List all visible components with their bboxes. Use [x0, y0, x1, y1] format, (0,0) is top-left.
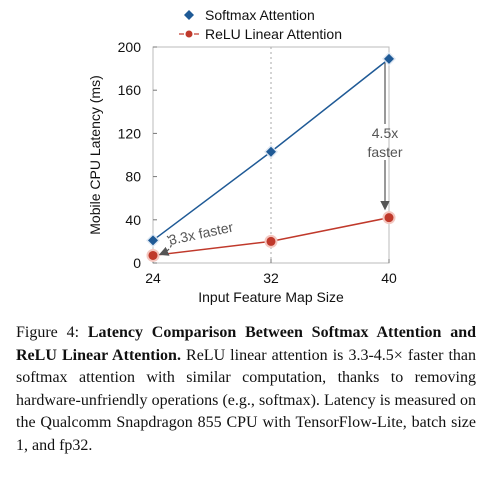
- annotation-3-3x: 3.3x faster: [158, 219, 235, 256]
- point-relu-40: [384, 213, 394, 223]
- x-axis-label: Input Feature Map Size: [198, 289, 344, 305]
- series-layer: [146, 51, 396, 262]
- point-softmax-40: [384, 53, 394, 64]
- y-tick-label-80: 80: [125, 169, 141, 185]
- y-axis-label: Mobile CPU Latency (ms): [87, 75, 103, 235]
- legend-relu-label: ReLU Linear Attention: [205, 26, 342, 42]
- annotation-3-3x-text: 3.3x faster: [167, 219, 235, 248]
- y-tick-label-120: 120: [118, 125, 142, 141]
- annotation-4-5x-line2: faster: [367, 144, 402, 160]
- x-tick-label-40: 40: [381, 270, 397, 286]
- point-softmax-32: [266, 146, 276, 157]
- x-axis-ticks: 24 32 40: [145, 259, 397, 286]
- legend-item-softmax: Softmax Attention: [184, 7, 315, 23]
- latency-chart: Softmax Attention ReLU Linear Attention …: [87, 7, 403, 305]
- x-tick-label-24: 24: [145, 270, 161, 286]
- annotation-4-5x: 4.5x faster: [367, 63, 403, 211]
- point-relu-24: [148, 250, 158, 260]
- legend-softmax-marker: [184, 10, 194, 20]
- legend-softmax-label: Softmax Attention: [205, 7, 315, 23]
- annotation-4-5x-line1: 4.5x: [372, 125, 398, 141]
- y-tick-label-0: 0: [133, 255, 141, 271]
- y-tick-label-40: 40: [125, 212, 141, 228]
- figure-caption: Figure 4: Latency Comparison Between Sof…: [16, 322, 476, 457]
- y-tick-label-160: 160: [118, 82, 142, 98]
- legend-relu-marker: [185, 30, 193, 38]
- caption-label: Figure 4:: [16, 324, 88, 341]
- x-tick-label-32: 32: [263, 270, 279, 286]
- y-tick-label-200: 200: [118, 39, 142, 55]
- point-softmax-24: [148, 235, 158, 246]
- caption-body: ReLU linear attention is 3.3-4.5× faster…: [16, 346, 477, 454]
- point-relu-32: [266, 236, 276, 246]
- legend: Softmax Attention ReLU Linear Attention: [179, 7, 342, 42]
- legend-item-relu: ReLU Linear Attention: [179, 26, 342, 42]
- y-axis-ticks: 0 40 80 120 160 200: [118, 39, 157, 271]
- annotation-3-3x-arrow: [158, 235, 172, 256]
- caption-title: Latency Comparison Between Softmax Atten…: [16, 324, 476, 364]
